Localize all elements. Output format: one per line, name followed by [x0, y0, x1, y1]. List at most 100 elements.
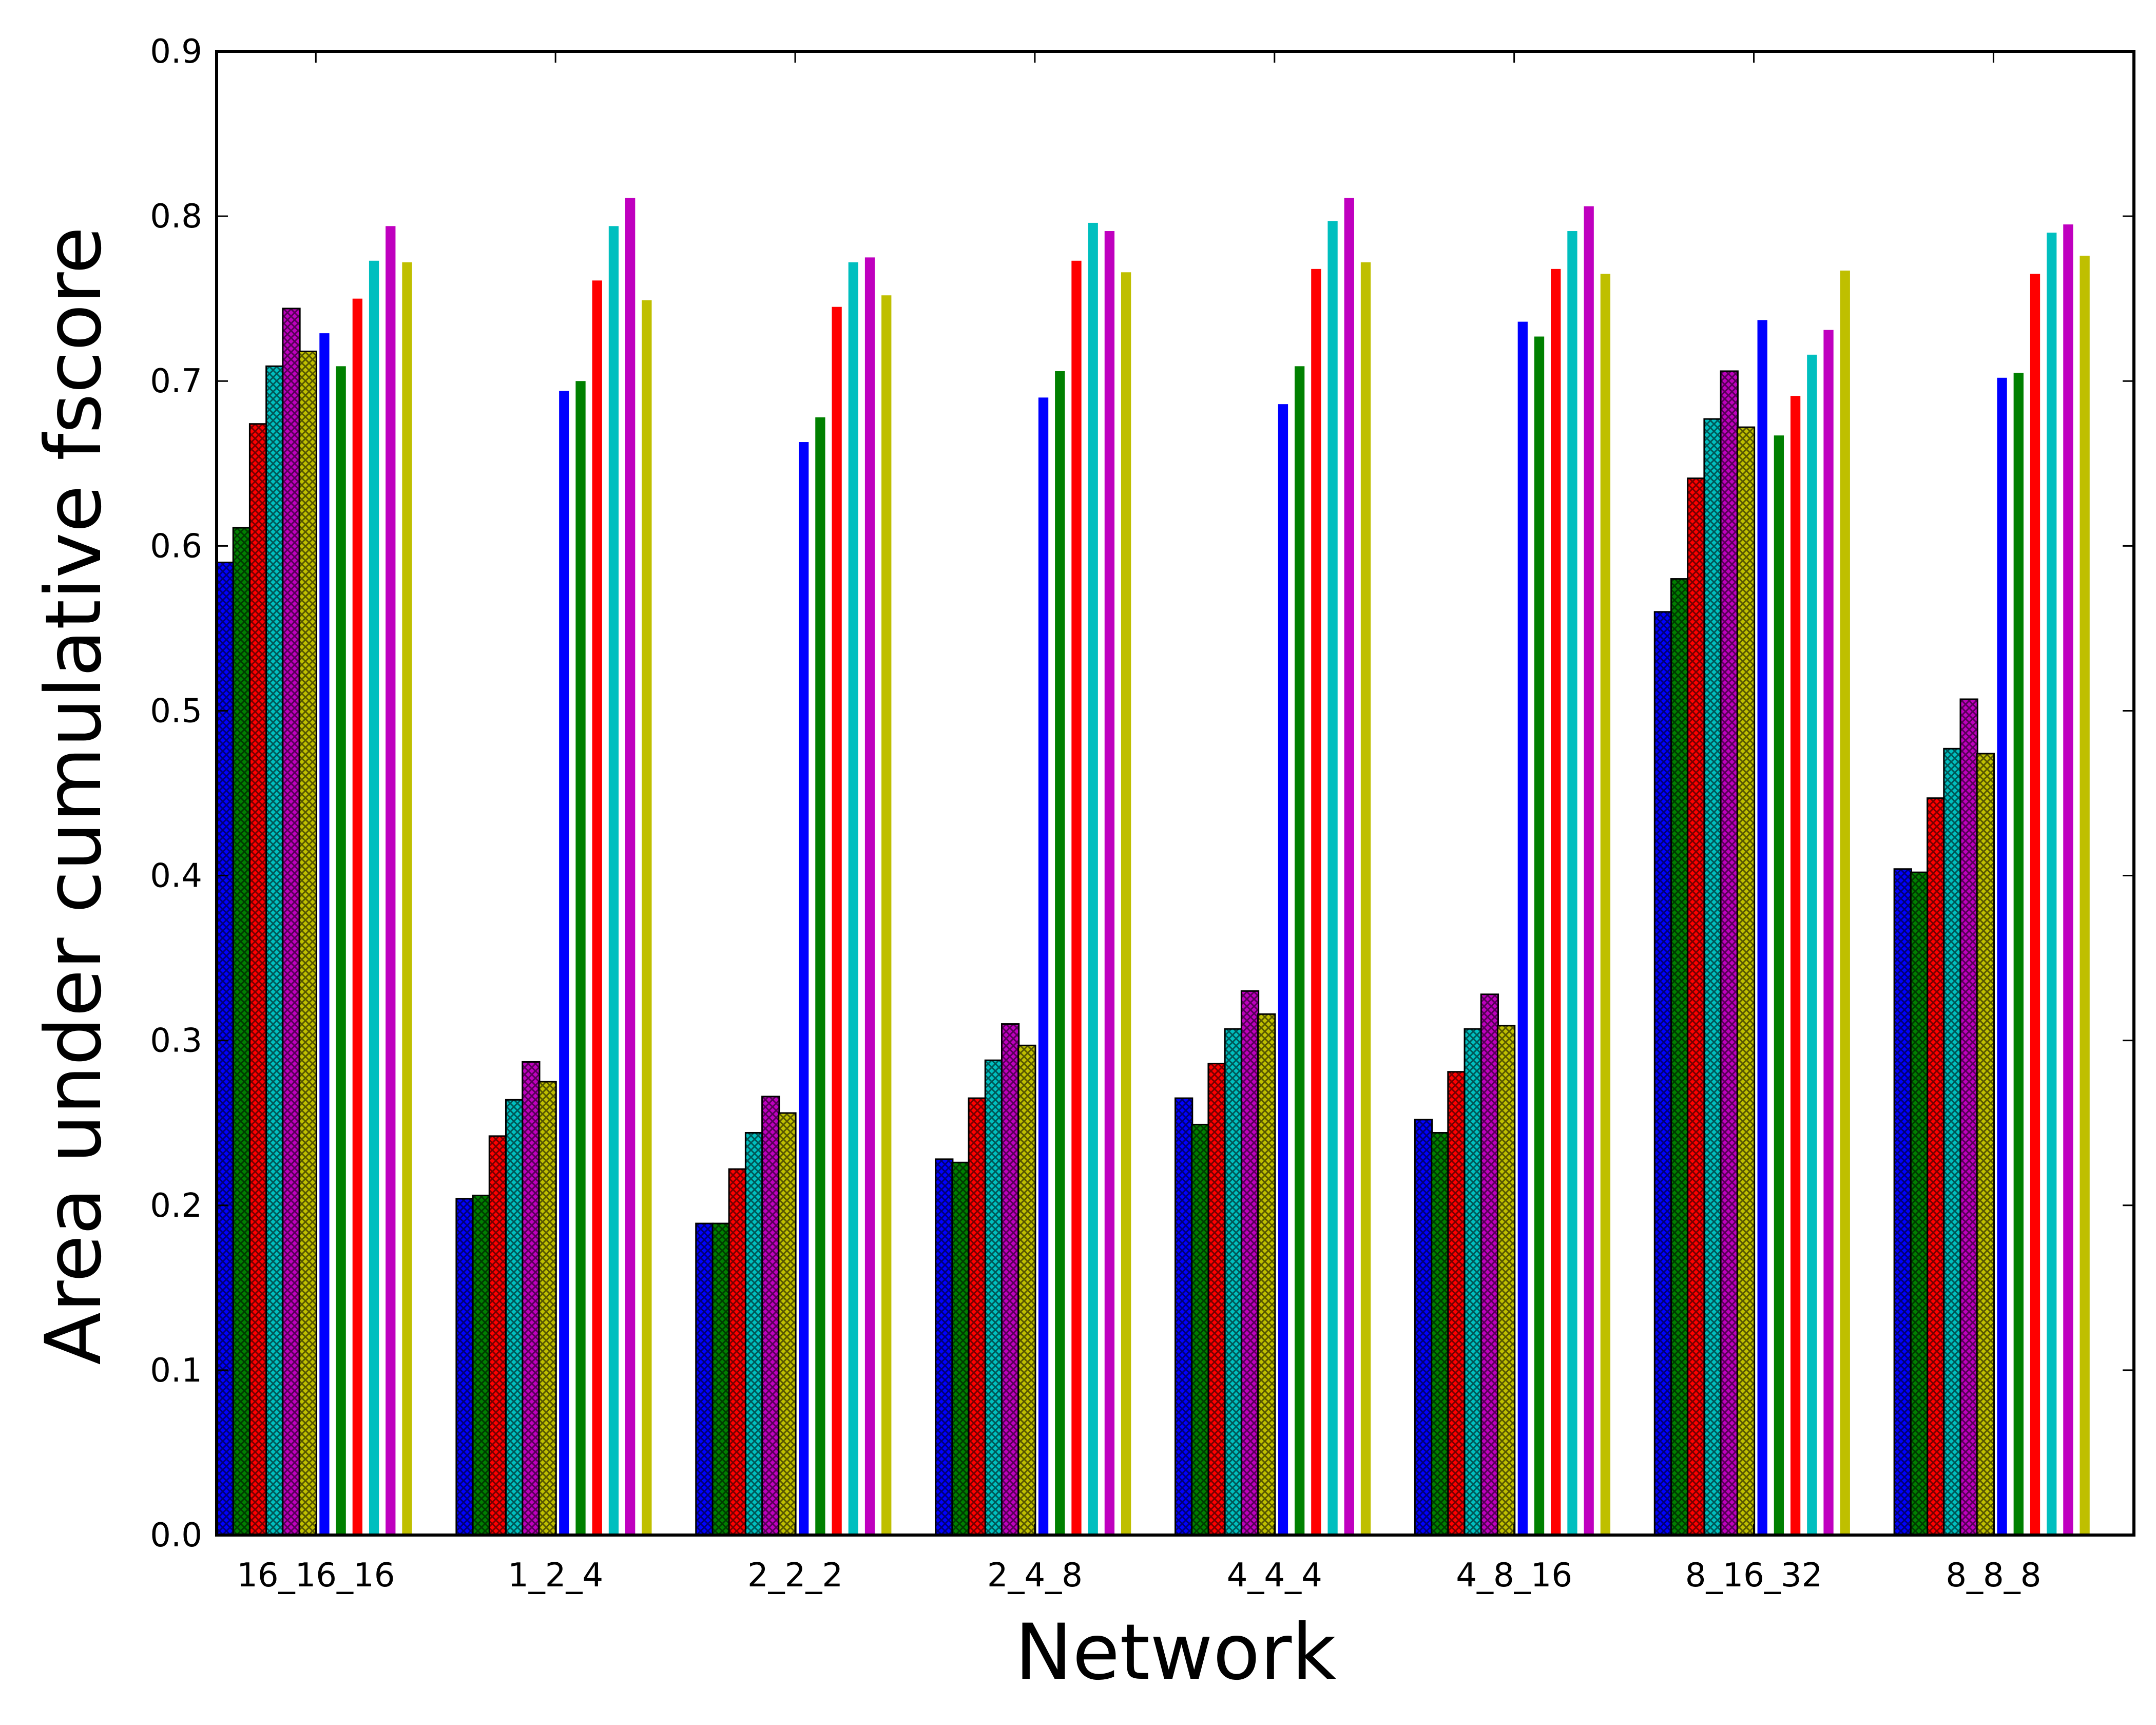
bar-hatch-overlay [1257, 1013, 1276, 1536]
y-tick-label: 0.5 [150, 692, 202, 730]
bar-hatch-overlay [265, 365, 284, 1536]
bar-hatch-overlay [472, 1195, 491, 1536]
bar [1823, 330, 1834, 1536]
bar [848, 262, 858, 1535]
bar [386, 226, 396, 1536]
bar [1088, 222, 1098, 1535]
bar-hatch-overlay [232, 527, 252, 1536]
bar-hatch-overlay [1000, 1023, 1020, 1536]
bar-hatch-overlay [1893, 868, 1912, 1536]
bar-hatch-overlay [1736, 426, 1756, 1536]
y-tick-label: 0.6 [150, 527, 202, 565]
bar [2080, 256, 2090, 1536]
bar-hatch-overlay [455, 1198, 474, 1536]
bar [1517, 321, 1528, 1536]
bar [1600, 274, 1611, 1535]
x-tick-label: 8_16_32 [1685, 1557, 1823, 1595]
y-tick-labels: 0.0 0.1 0.2 0.3 0.4 0.5 0.6 0.7 0.8 0.9 [150, 33, 202, 1555]
bar [881, 295, 892, 1536]
bar [1790, 396, 1801, 1536]
bar [1997, 377, 2007, 1535]
y-tick-label: 0.0 [150, 1517, 202, 1555]
y-tick-label: 0.9 [150, 33, 202, 71]
x-tick-label: 1_2_4 [508, 1557, 603, 1595]
bar [1534, 336, 1545, 1535]
bar-hatch-overlay [522, 1061, 541, 1536]
bar-hatch-overlay [1480, 993, 1499, 1536]
bar-hatch-overlay [951, 1161, 970, 1536]
bar-hatch-overlay [778, 1112, 797, 1536]
x-tick-labels: 16_16_16 1_2_4 2_2_2 2_4_8 4_4_4 4_8_16 8_16_3… [237, 1557, 2041, 1595]
y-tick-label: 0.4 [150, 857, 202, 895]
bar-hatch-overlay [1224, 1028, 1243, 1536]
y-tick-label: 0.8 [150, 198, 202, 236]
bar [2047, 233, 2057, 1536]
bar [1038, 397, 1049, 1536]
y-axis-title: Area under cumulative fscore [29, 226, 119, 1365]
bar-hatch-overlay [744, 1132, 764, 1536]
bar-hatch-overlay [968, 1097, 987, 1536]
bar [815, 417, 825, 1535]
bar-hatch-overlay [216, 561, 235, 1536]
bar-hatch-overlay [282, 308, 301, 1536]
bar [1757, 320, 1767, 1535]
bar [608, 226, 619, 1536]
bar-hatch-overlay [761, 1096, 780, 1536]
bar [352, 298, 363, 1535]
bar-hatch-overlay [1670, 578, 1689, 1536]
bar-hatch-overlay [505, 1099, 524, 1536]
bar-hatch-overlay [984, 1059, 1004, 1536]
x-tick-label: 8_8_8 [1946, 1557, 2041, 1595]
bar [369, 260, 379, 1536]
x-axis-title: Network [1015, 1608, 1336, 1697]
bar [319, 333, 330, 1535]
bar-hatch-overlay [1447, 1071, 1466, 1536]
bar [1584, 206, 1594, 1535]
bar-hatch-overlay [1191, 1123, 1210, 1536]
bar-hatch-overlay [1175, 1097, 1194, 1536]
bar [1360, 262, 1371, 1535]
bar [1774, 435, 1784, 1535]
x-tick-label: 2_2_2 [747, 1557, 843, 1595]
bar-hatch-overlay [728, 1168, 747, 1536]
bar [2030, 274, 2040, 1535]
bar [864, 257, 875, 1535]
bar-hatch-overlay [1414, 1119, 1433, 1536]
bar-hatch-overlay [935, 1158, 954, 1536]
bar [1567, 231, 1577, 1535]
bar-hatch-overlay [695, 1222, 714, 1536]
bar [1807, 354, 1817, 1535]
y-tick-label: 0.7 [150, 362, 202, 400]
bars-layer [216, 198, 2090, 1536]
bar [2063, 224, 2073, 1535]
bar [1295, 366, 1305, 1535]
bar [1121, 272, 1131, 1536]
x-tick-label: 16_16_16 [237, 1557, 395, 1595]
bar [1840, 271, 1850, 1536]
bar [1104, 231, 1115, 1535]
bar [575, 381, 586, 1536]
bar-hatch-overlay [1703, 418, 1722, 1536]
bar-hatch-overlay [1910, 871, 1929, 1536]
bar [625, 198, 636, 1536]
bar-hatch-overlay [1976, 753, 1995, 1536]
y-tick-label: 0.2 [150, 1187, 202, 1225]
bar-hatch-overlay [1017, 1044, 1036, 1536]
bar-hatch-overlay [1653, 611, 1673, 1536]
bar-hatch-overlay [488, 1135, 508, 1536]
bar-hatch-overlay [1959, 698, 1978, 1536]
bar [402, 262, 412, 1535]
bar-hatch-overlay [1464, 1028, 1483, 1536]
y-tick-label: 0.1 [150, 1352, 202, 1390]
bar-hatch-overlay [1927, 797, 1946, 1536]
x-tick-label: 4_4_4 [1227, 1557, 1322, 1595]
bar-hatch-overlay [711, 1222, 730, 1536]
plot-frame [215, 50, 2135, 1537]
x-tick-label: 4_8_16 [1456, 1557, 1572, 1595]
bar [799, 442, 809, 1536]
bar [1551, 269, 1561, 1535]
bar-hatch-overlay [1240, 990, 1260, 1536]
bar-hatch-overlay [538, 1081, 557, 1536]
bar [559, 391, 569, 1536]
